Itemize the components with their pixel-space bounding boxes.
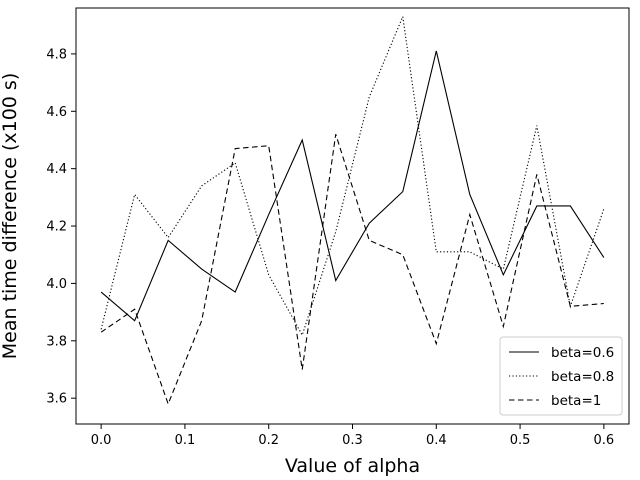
y-tick-label: 3.6 [46,392,67,407]
y-tick-label: 4.4 [46,162,67,177]
legend-box [499,336,623,416]
x-tick-label: 0.0 [91,433,112,448]
y-tick-label: 4.6 [46,105,67,120]
x-tick-label: 0.6 [594,433,615,448]
y-tick-label: 3.8 [46,334,67,349]
y-tick-label: 4.2 [46,220,67,235]
y-axis-label: Mean time difference (x100 s) [0,73,21,359]
x-tick-label: 0.5 [510,433,531,448]
legend-label-0: beta=0.6 [551,345,614,361]
series-lines [100,14,605,406]
legend-label-1: beta=0.8 [551,369,614,385]
series-line-2 [100,134,604,406]
y-tick-label: 4.8 [46,47,67,62]
series-line-0 [100,50,605,322]
legend-label-2: beta=1 [551,393,601,409]
x-tick-label: 0.2 [258,433,279,448]
x-tick-label: 0.3 [342,433,363,448]
legend-items: beta=0.6 beta=0.8 beta=1 [509,345,614,409]
x-axis-label: Value of alpha [285,455,420,477]
legend: beta=0.6 beta=0.8 beta=1 [499,336,623,416]
y-tick-label: 4.0 [46,277,67,292]
y-axis-ticks: 3.6 3.8 4.0 4.2 4.4 4.6 4.8 [46,47,76,407]
x-tick-label: 0.1 [175,433,196,448]
x-axis-ticks: 0.0 0.1 0.2 0.3 0.4 0.5 0.6 [91,424,614,448]
x-tick-label: 0.4 [426,433,447,448]
